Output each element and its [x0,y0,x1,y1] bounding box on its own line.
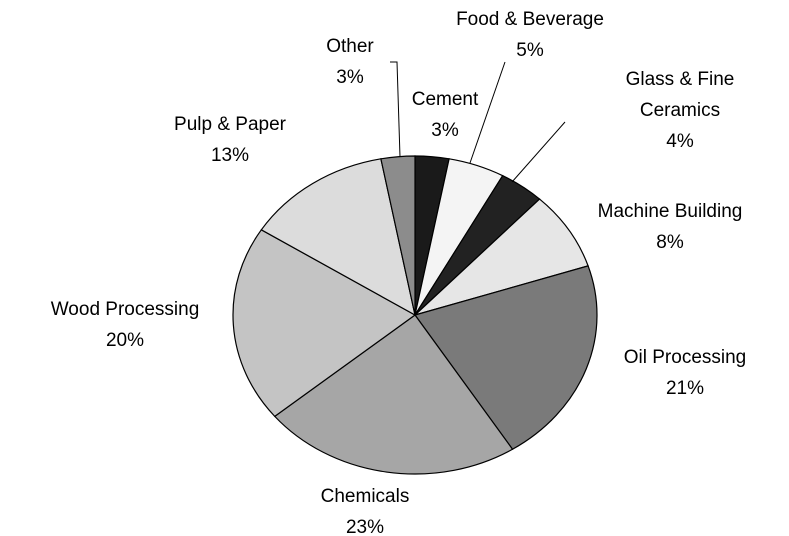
leader-line [511,121,566,183]
slice-label: Oil Processing [624,347,747,368]
slice-value-label: 3% [336,67,364,88]
slice-label: Machine Building [598,201,743,222]
slice-label: Food & Beverage [456,9,604,30]
label-line: Pulp & Paper [174,114,287,135]
label-line: Cement [412,89,479,110]
label-line: Food & Beverage [456,9,604,30]
label-line: Chemicals [321,486,410,507]
slice-label: Pulp & Paper [174,114,287,135]
pie-slice [380,155,416,316]
slice-label: Other [326,36,374,57]
leader-line [390,61,401,158]
label-line: Oil Processing [624,347,747,368]
pie-slice [260,158,416,317]
slice-value-label: 4% [666,131,694,152]
label-line: Ceramics [640,100,720,121]
pie-slice [273,314,514,475]
leader-line [469,61,506,164]
slice-label: Wood Processing [51,299,200,320]
pie-slice [414,265,598,451]
slice-label: Chemicals [321,486,410,507]
slice-label: Glass & Fine Ceramics [626,69,735,121]
slice-value-label: 8% [656,232,684,253]
slice-label: Cement [412,89,479,110]
pie-slice [414,198,589,316]
slice-value-label: 23% [346,517,384,536]
pie-slice [232,229,417,418]
slice-value-label: 20% [106,330,144,351]
slice-value-label: 3% [431,120,459,141]
label-line: Glass & Fine [626,69,735,90]
slice-value-label: 5% [516,40,544,61]
label-line: Wood Processing [51,299,200,320]
slice-value-label: 21% [666,378,704,399]
label-line: Other [326,36,374,57]
label-line: Machine Building [598,201,743,222]
slice-value-label: 13% [211,145,249,166]
